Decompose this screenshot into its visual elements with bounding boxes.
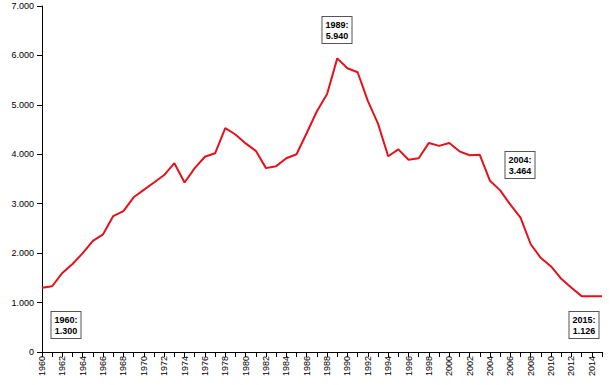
- svg-text:4.000: 4.000: [11, 149, 34, 159]
- svg-text:1970: 1970: [139, 356, 149, 376]
- svg-text:1994: 1994: [383, 356, 393, 376]
- svg-text:3.000: 3.000: [11, 199, 34, 209]
- svg-text:2000: 2000: [444, 356, 454, 376]
- svg-text:2004: 2004: [485, 356, 495, 376]
- svg-text:1966: 1966: [98, 356, 108, 376]
- svg-text:1990: 1990: [342, 356, 352, 376]
- svg-text:1.300: 1.300: [55, 326, 78, 336]
- svg-text:2012: 2012: [566, 356, 576, 376]
- svg-text:1989:: 1989:: [325, 20, 348, 30]
- svg-text:1984: 1984: [281, 356, 291, 376]
- svg-text:1964: 1964: [78, 356, 88, 376]
- svg-text:1976: 1976: [200, 356, 210, 376]
- svg-text:0: 0: [29, 347, 34, 357]
- svg-text:1968: 1968: [118, 356, 128, 376]
- svg-text:2002: 2002: [465, 356, 475, 376]
- svg-text:1978: 1978: [220, 356, 230, 376]
- svg-text:6.000: 6.000: [11, 50, 34, 60]
- svg-text:1988: 1988: [322, 356, 332, 376]
- svg-text:1992: 1992: [363, 356, 373, 376]
- svg-text:1974: 1974: [180, 356, 190, 376]
- svg-text:1972: 1972: [159, 356, 169, 376]
- svg-text:1.126: 1.126: [573, 326, 596, 336]
- svg-text:2010: 2010: [546, 356, 556, 376]
- svg-text:3.464: 3.464: [509, 166, 532, 176]
- svg-text:5.940: 5.940: [326, 31, 349, 41]
- svg-text:2006: 2006: [505, 356, 515, 376]
- svg-text:1960: 1960: [37, 356, 47, 376]
- svg-text:2014: 2014: [587, 356, 597, 376]
- svg-text:7.000: 7.000: [11, 1, 34, 11]
- svg-text:2.000: 2.000: [11, 248, 34, 258]
- svg-text:1960:: 1960:: [54, 315, 77, 325]
- svg-text:1980: 1980: [241, 356, 251, 376]
- svg-text:1962: 1962: [57, 356, 67, 376]
- svg-text:1986: 1986: [302, 356, 312, 376]
- svg-text:1996: 1996: [404, 356, 414, 376]
- svg-text:1998: 1998: [424, 356, 434, 376]
- svg-text:2015:: 2015:: [572, 315, 595, 325]
- svg-text:1.000: 1.000: [11, 298, 34, 308]
- svg-text:5.000: 5.000: [11, 100, 34, 110]
- svg-text:1982: 1982: [261, 356, 271, 376]
- svg-text:2004:: 2004:: [508, 155, 531, 165]
- svg-text:2008: 2008: [526, 356, 536, 376]
